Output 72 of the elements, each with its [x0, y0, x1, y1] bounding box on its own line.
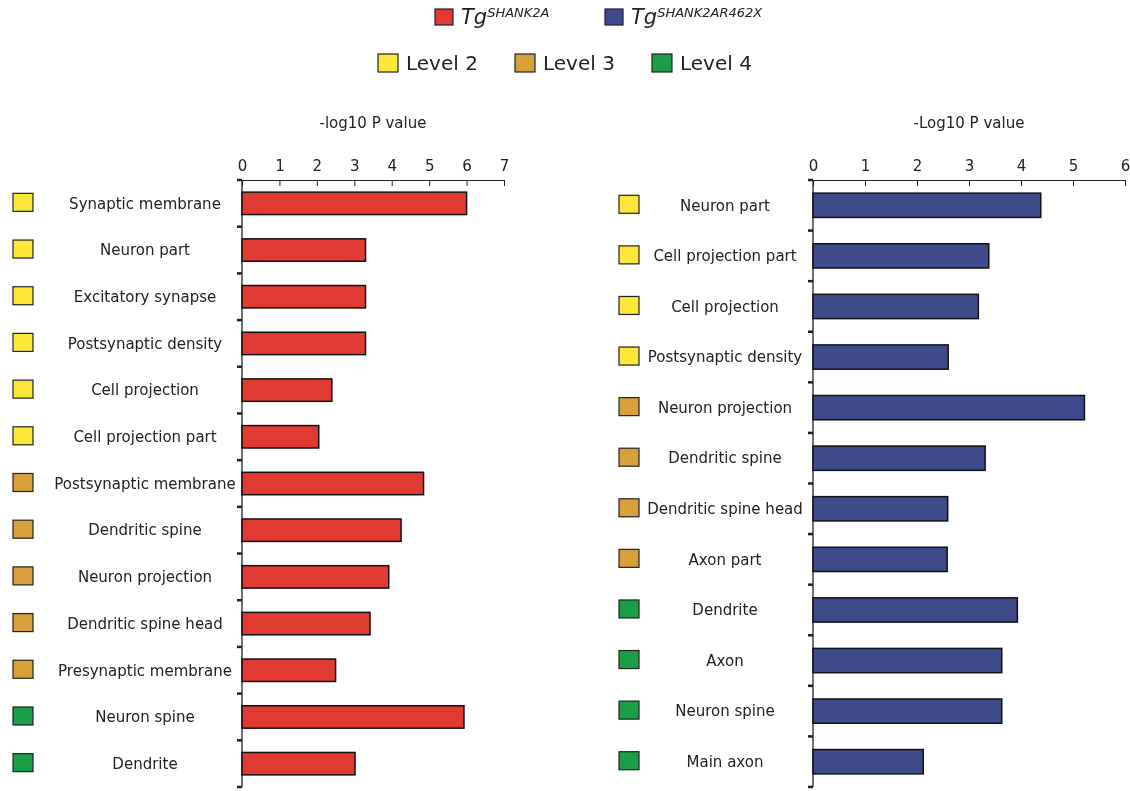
bar	[812, 344, 949, 370]
y-tick-label: Cell projection	[91, 381, 199, 400]
y-tick-label: Cell projection part	[73, 428, 217, 447]
legend-label: Tg$^{SHANK2A}$	[461, 4, 550, 29]
x-tick-label: 5	[424, 157, 435, 175]
x-axis-title: -log10 P value	[319, 114, 427, 132]
y-tick-label: Dendritic spine	[668, 449, 782, 468]
y-tick-label: Neuron projection	[77, 568, 213, 587]
bar	[812, 495, 949, 522]
x-tick-label: 4	[387, 157, 397, 175]
y-tick-label: Neuron spine	[95, 708, 195, 727]
bar	[812, 698, 1003, 725]
text: Level 3	[543, 51, 615, 75]
bar	[241, 424, 320, 449]
bar	[241, 705, 465, 729]
bar	[812, 647, 1003, 674]
bar	[241, 471, 425, 496]
bar	[241, 611, 371, 636]
x-tick-label: 2	[912, 157, 923, 175]
bar	[812, 445, 986, 472]
y-tick-label: Neuron part	[99, 241, 191, 260]
y-tick-label: Dendrite	[692, 601, 758, 620]
bar	[241, 564, 390, 589]
bar	[812, 242, 990, 269]
bar	[812, 748, 924, 775]
y-tick-label: Synaptic membrane	[69, 194, 221, 213]
y-tick-label: Axon	[706, 651, 744, 670]
bar	[812, 597, 1019, 623]
x-tick-label: 4	[1016, 157, 1027, 175]
bar	[241, 284, 367, 309]
bar	[241, 658, 337, 683]
x-tick-label: 6	[462, 157, 472, 175]
y-tick-label: Axon part	[688, 550, 762, 569]
y-tick-label: Neuron projection	[657, 398, 793, 417]
bar	[241, 191, 468, 216]
x-tick-label: 0	[237, 157, 248, 175]
bar	[812, 546, 948, 573]
y-tick-label: Cell projection part	[653, 247, 797, 266]
y-tick-label: Postsynaptic density	[647, 348, 803, 367]
bar	[812, 293, 980, 320]
y-tick-label: Dendritic spine head	[647, 500, 803, 519]
x-tick-label: 2	[312, 157, 323, 175]
bar	[812, 192, 1042, 219]
y-tick-label: Excitatory synapse	[73, 287, 217, 306]
text: Level 4	[680, 51, 752, 75]
x-tick-label: 6	[1120, 157, 1130, 175]
y-tick-label: Postsynaptic density	[67, 334, 223, 353]
x-tick-label: 3	[964, 157, 975, 175]
bar	[241, 238, 367, 262]
legend-label: Tg$^{SHANK2AR462X}$	[631, 4, 764, 29]
y-tick-label: Neuron part	[679, 196, 771, 215]
bar	[241, 751, 356, 776]
bar	[241, 378, 333, 403]
y-tick-label: Dendritic spine	[88, 521, 202, 540]
y-tick-label: Neuron spine	[675, 702, 775, 721]
y-tick-label: Postsynaptic membrane	[54, 474, 236, 493]
x-tick-label: 1	[860, 157, 871, 175]
y-tick-label: Dendrite	[112, 754, 178, 773]
y-tick-label: Presynaptic membrane	[58, 661, 232, 680]
bar	[812, 394, 1086, 421]
bar	[241, 331, 367, 356]
y-tick-label: Main axon	[686, 752, 764, 771]
bar	[241, 518, 402, 543]
text: Level 2	[406, 51, 478, 75]
x-axis-title: -Log10 P value	[913, 114, 1025, 132]
y-tick-label: Cell projection	[671, 297, 779, 316]
y-tick-label: Dendritic spine head	[67, 614, 223, 633]
x-tick-label: 1	[275, 157, 285, 175]
x-tick-label: 5	[1068, 157, 1079, 175]
x-tick-label: 0	[808, 157, 819, 175]
x-tick-label: 3	[350, 157, 360, 175]
x-tick-label: 7	[499, 157, 510, 175]
